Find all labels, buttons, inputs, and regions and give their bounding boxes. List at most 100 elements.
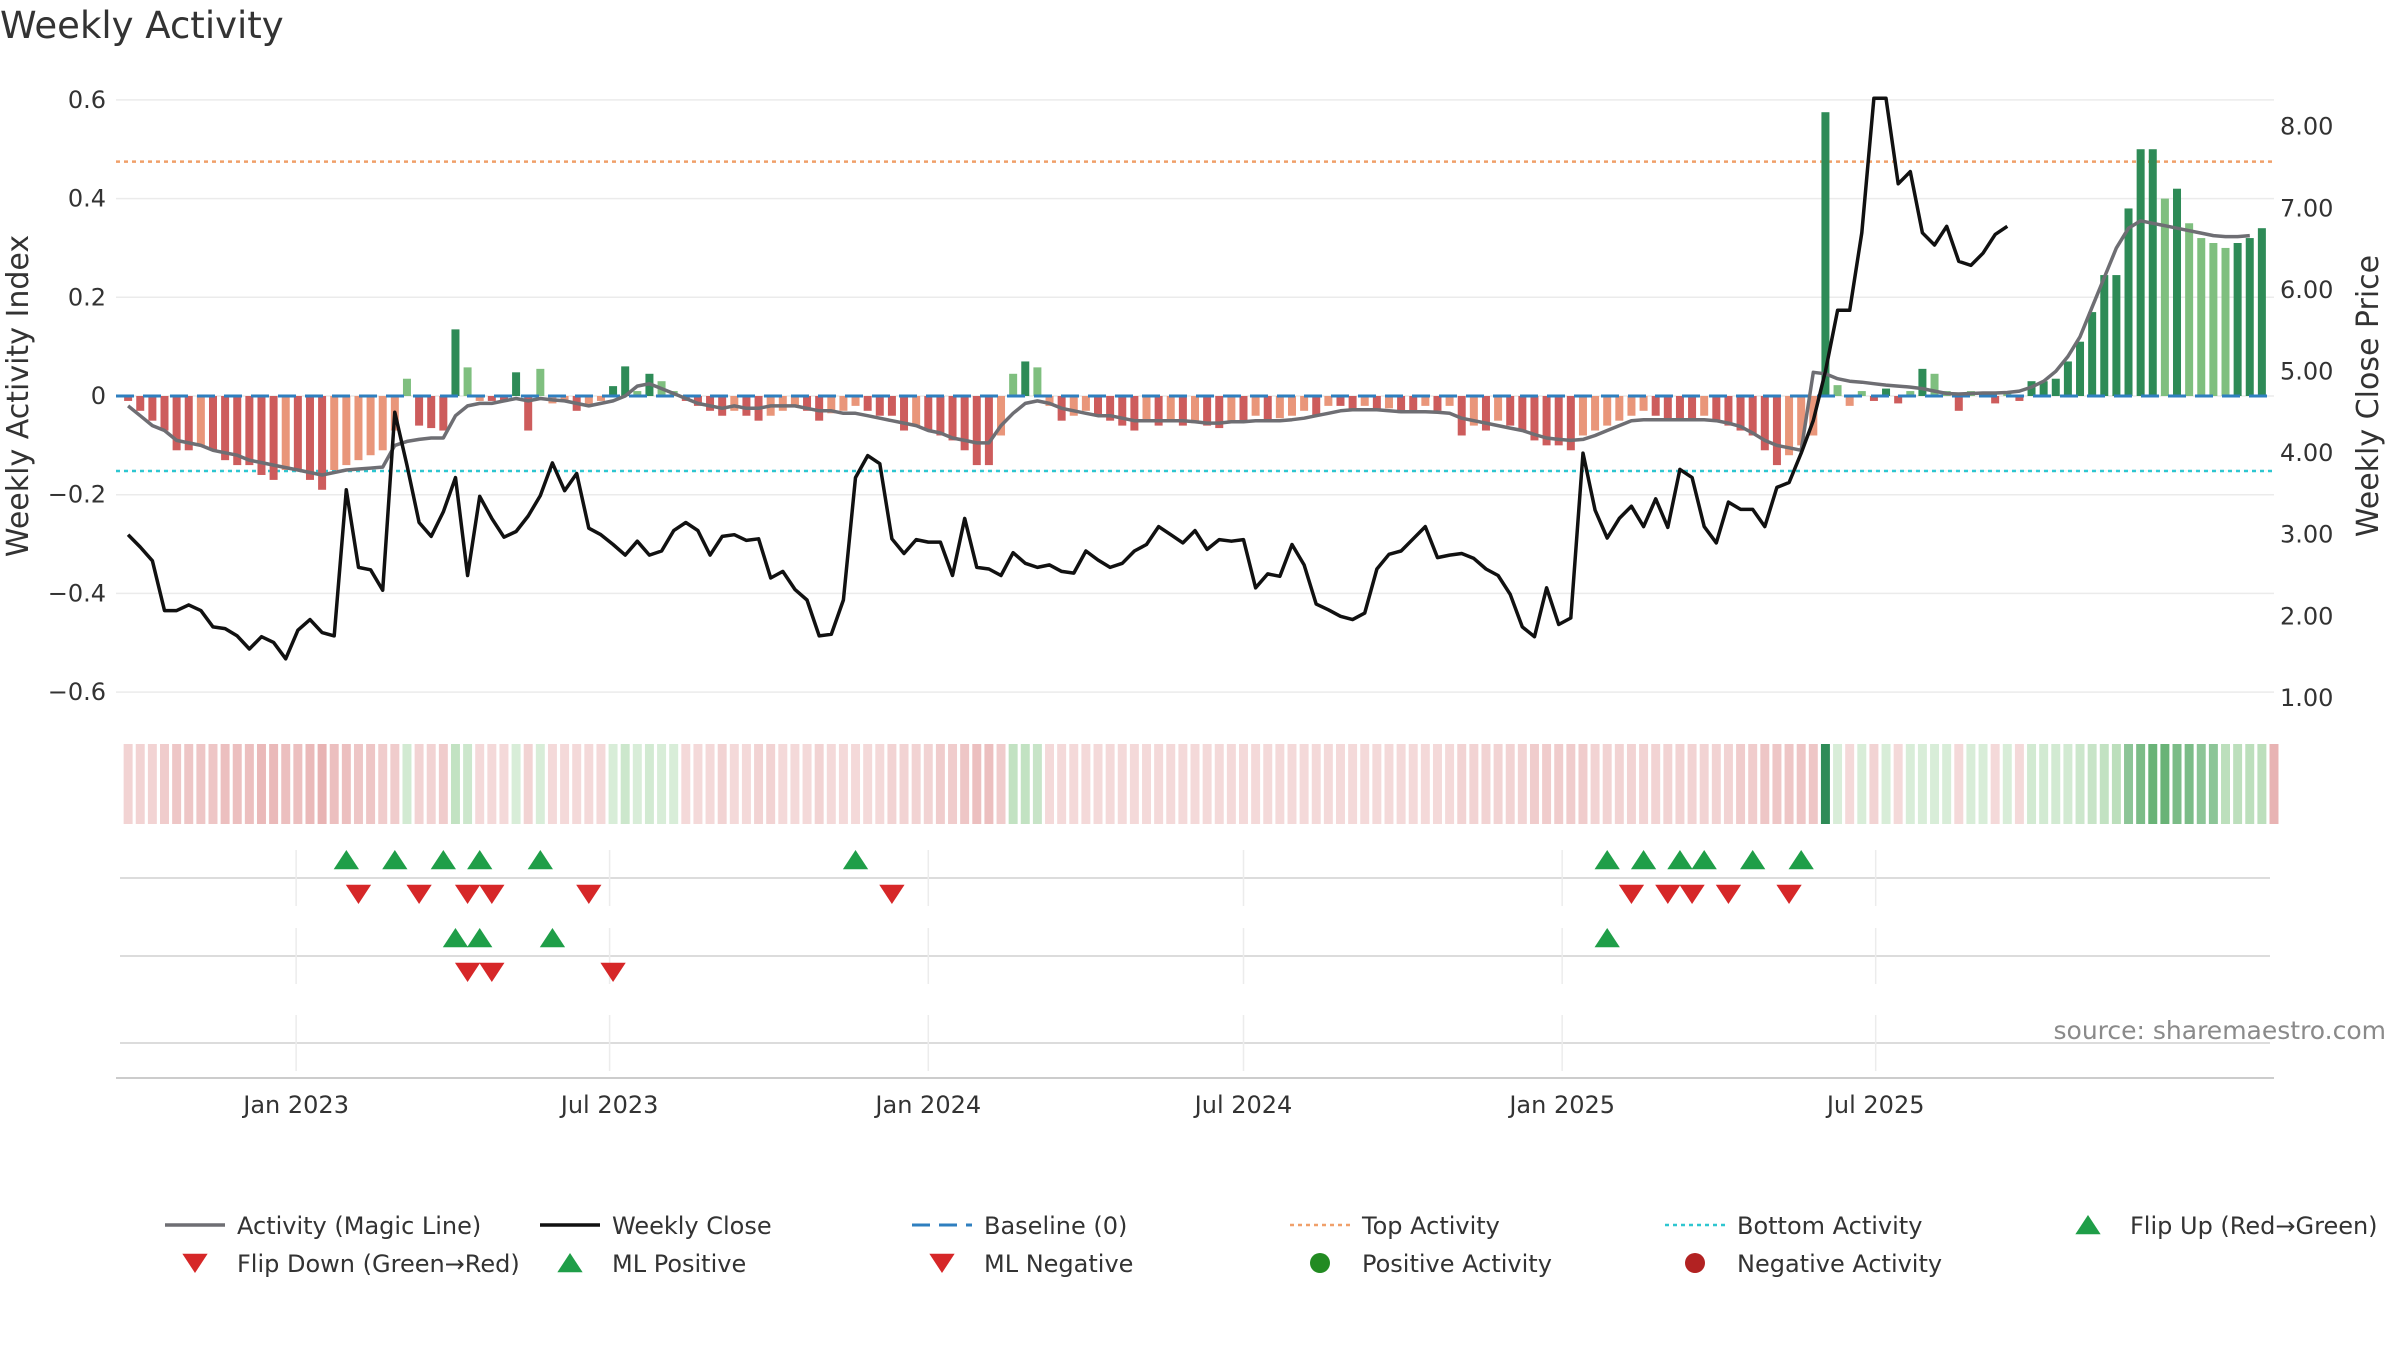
activity-bar [2257,228,2266,396]
heat-strip-cell [620,744,630,824]
legend-label: Positive Activity [1362,1250,1552,1278]
heat-strip-cell [2124,744,2134,824]
activity-bar [1421,396,1430,406]
heat-strip-cell [1081,744,1091,824]
flip-up-marker [442,928,469,948]
heat-strip-cell [741,744,751,824]
activity-bar [2136,149,2145,396]
heat-strip-cell [2063,744,2073,824]
activity-bar [851,396,860,406]
activity-bar [997,396,1006,436]
activity-bar [1918,368,1927,396]
flip-down-marker [576,884,602,904]
legend-item: Negative Activity [1685,1250,1942,1278]
y-tick-label: −0.6 [48,678,106,706]
heat-strip-cell [1554,744,1564,824]
activity-bars [124,112,2266,490]
activity-bar [524,396,533,431]
activity-bar [984,396,993,466]
activity-bar [2233,243,2242,396]
heat-strip-cell [1990,744,2000,824]
heat-strip-cell [1711,744,1721,824]
activity-bar [2209,243,2218,396]
activity-bar [912,396,921,426]
flip-down-marker [1618,884,1645,904]
activity-bar [1591,396,1600,431]
legend-label: Top Activity [1361,1212,1500,1240]
heat-strip-cell [499,744,509,824]
activity-bar [1130,396,1139,431]
activity-bar [1215,396,1224,429]
heat-strip-cell [1372,744,1382,824]
activity-bar [1275,396,1284,419]
activity-bar [354,396,363,461]
heat-strip-cell [475,744,485,824]
heat-strip-cell [1796,744,1806,824]
legend-swatch [557,1253,583,1273]
activity-bar [257,396,266,475]
activity-bar [1409,396,1418,411]
activity-bar [1045,396,1054,406]
heat-strip-cell [2014,744,2024,824]
heat-strip-cell [1142,744,1151,824]
heat-strip-cell [632,744,642,824]
heat-strip-cell [2245,744,2255,824]
heat-strip-cell [1105,744,1115,824]
legend-label: Flip Up (Red→Green) [2130,1212,2378,1240]
activity-bar [1384,396,1393,409]
activity-bar [318,396,327,490]
marker-rows [120,850,2270,1071]
activity-bar [1615,396,1624,421]
flip-up-marker [467,850,493,870]
heat-strip-cell [681,744,691,824]
heat-strip-cell [1360,744,1370,824]
heat-strip-cell [1093,744,1103,824]
legend-item: Positive Activity [1310,1250,1552,1278]
activity-bar [1203,396,1212,426]
activity-bar [1287,396,1296,416]
activity-bar [2076,341,2085,396]
activity-bar [1118,396,1127,426]
activity-bar [1251,396,1260,416]
activity-bar [1445,396,1454,406]
y-tick-label: 0.4 [68,185,106,213]
legend-label: Bottom Activity [1737,1212,1922,1240]
heat-strip-cell [1226,744,1236,824]
heat-strip-cell [1008,744,1018,824]
activity-bar [560,396,569,401]
heat-strip-cell [790,744,800,824]
heat-strip-cell [1954,744,1964,824]
heat-strip-cell [1335,744,1345,824]
activity-bar [305,396,314,480]
activity-bar [1663,396,1672,421]
activity-bar [1821,112,1830,396]
heat-strip-cell [608,744,618,824]
heat-strip-cell [1784,744,1794,824]
heat-strip-cell [523,744,533,824]
activity-bar [2221,247,2230,396]
heat-strip-cell [1905,744,1915,824]
activity-bar [378,396,387,451]
flip-down-marker [1715,884,1742,904]
activity-bar [487,396,496,401]
activity-bar [790,396,799,406]
heat-strip-cell [208,744,218,824]
activity-bar [439,396,448,431]
activity-bar [1081,396,1090,411]
heat-strip-cell [2027,744,2037,824]
heat-strip-cell [341,744,351,824]
activity-bar [1736,396,1745,431]
activity-bar [1930,373,1939,396]
activity-bar [1106,396,1115,421]
activity-bar [1348,396,1357,411]
activity-bar [1021,361,1030,396]
heat-strip-cell [378,744,388,824]
heat-strip-cell [487,744,497,824]
activity-bar [815,396,824,421]
heat-strip-cell [887,744,897,824]
heat-strip-cell [1154,744,1164,824]
activity-bar [475,396,484,401]
heat-strip-cell [1626,744,1636,824]
activity-bar [2100,275,2109,396]
